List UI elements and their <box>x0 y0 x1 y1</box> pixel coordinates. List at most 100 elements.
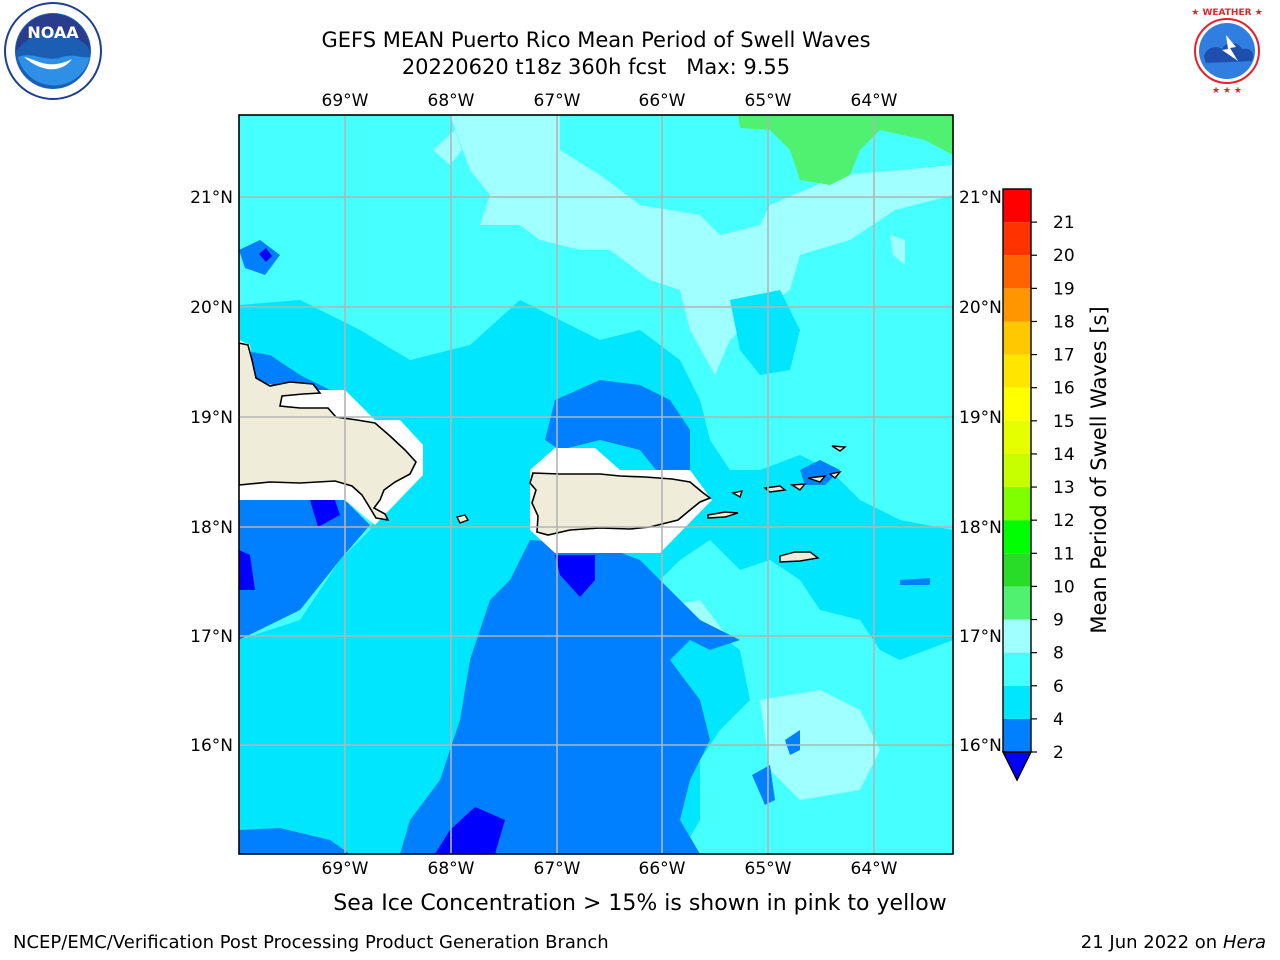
map-subtitle: 20220620 t18z 360h fcst Max: 9.55 <box>401 55 791 79</box>
colorbar-frame <box>1002 188 1032 753</box>
lon-labels-bottom: 69°W 68°W 67°W 66°W 65°W 64°W <box>322 859 898 879</box>
colorbar-segment <box>1003 652 1031 686</box>
land-hispaniola <box>239 342 417 522</box>
lon-label: 69°W <box>322 859 369 879</box>
land-puerto-rico <box>529 472 712 536</box>
colorbar-tick-label: 10 <box>1053 577 1075 597</box>
gridlines <box>239 115 953 854</box>
colorbar-tick-label: 8 <box>1053 644 1064 664</box>
map-title: GEFS MEAN Puerto Rico Mean Period of Swe… <box>321 28 871 52</box>
field-4-6-bottom-left <box>239 828 350 854</box>
land-tortola <box>807 475 827 483</box>
colorbar-segment <box>1003 420 1031 454</box>
lon-label: 64°W <box>851 859 898 879</box>
field-4-6-west2 <box>239 240 280 275</box>
colorbar-tick-label: 2 <box>1053 743 1064 763</box>
colorbar-tick-label: 18 <box>1053 312 1075 332</box>
footer-date: 21 Jun 2022 on Hera <box>1081 932 1266 954</box>
colorbar-segment <box>1003 387 1031 421</box>
colorbar-segment <box>1003 619 1031 653</box>
field-4-6-se-small2 <box>752 765 775 805</box>
lat-label: 19°N <box>190 408 233 428</box>
field-4-6-south <box>400 540 740 854</box>
land-culebra <box>731 490 744 499</box>
colorbar-segment <box>1003 453 1031 488</box>
nws-logo-icon: ★ WEATHER ★ ★ ★ ★ <box>1180 3 1274 97</box>
lon-label: 67°W <box>534 91 581 111</box>
noaa-logo-icon: NOAA <box>4 2 102 100</box>
lon-label: 65°W <box>745 91 792 111</box>
svg-text:★ ★ ★: ★ ★ ★ <box>1212 86 1242 96</box>
field-2-4-sw <box>310 500 340 527</box>
colorbar-under-triangle <box>1001 751 1033 782</box>
colorbar-segment <box>1003 354 1031 388</box>
lon-label: 67°W <box>534 859 581 879</box>
colorbar-tick-label: 4 <box>1053 710 1064 730</box>
colorbar-tick-label: 13 <box>1053 478 1075 498</box>
colorbar-segment <box>1003 288 1031 322</box>
field-4-6-se-small <box>785 730 800 755</box>
lat-label: 21°N <box>190 188 233 208</box>
colorbar-segment <box>1003 586 1031 620</box>
noaa-logo-text: NOAA <box>27 23 79 42</box>
colorbar-segment <box>1003 718 1031 752</box>
lon-label: 68°W <box>428 859 475 879</box>
field-8-9-nw <box>433 130 462 165</box>
footer-credit: NCEP/EMC/Verification Post Processing Pr… <box>13 932 609 953</box>
colorbar-segment <box>1003 321 1031 355</box>
colorbar-tick-label: 16 <box>1053 379 1075 399</box>
lat-label: 17°N <box>190 627 233 647</box>
lon-label: 65°W <box>745 859 792 879</box>
colorbar-tick-label: 19 <box>1053 279 1075 299</box>
colorbar-segments <box>1003 189 1031 752</box>
land-virgin-gorda <box>828 470 842 479</box>
colorbar-segment <box>1003 685 1031 719</box>
field-2-4-west <box>239 550 255 590</box>
lon-label: 66°W <box>639 859 686 879</box>
colorbar-segment <box>1003 255 1031 289</box>
colorbar-tick-label: 12 <box>1053 511 1075 531</box>
colorbar-tick-label: 11 <box>1053 544 1075 564</box>
lat-label: 16°N <box>190 736 233 756</box>
lon-label: 68°W <box>428 91 475 111</box>
land-st-croix <box>779 551 820 563</box>
field-2-4-bottom <box>435 807 505 854</box>
lon-label: 64°W <box>851 91 898 111</box>
colorbar-tick-label: 15 <box>1053 412 1075 432</box>
lat-label: 21°N <box>959 188 1002 208</box>
swell-period-field <box>239 115 953 854</box>
lon-label: 69°W <box>322 91 369 111</box>
sea-ice-caption: Sea Ice Concentration > 15% is shown in … <box>333 891 947 916</box>
colorbar-tick-label: 21 <box>1053 213 1075 233</box>
colorbar-tick-label: 6 <box>1053 677 1064 697</box>
lat-label: 16°N <box>959 736 1002 756</box>
colorbar-tick-label: 17 <box>1053 346 1075 366</box>
colorbar-label: Mean Period of Swell Waves [s] <box>1087 306 1111 633</box>
lon-labels-top: 69°W 68°W 67°W 66°W 65°W 64°W <box>322 91 898 111</box>
colorbar-ticks: 2 4 6 8 9 10 11 12 13 14 15 16 17 18 19 20 21 <box>1031 213 1075 763</box>
colorbar-tick-label: 20 <box>1053 246 1075 266</box>
colorbar: 2 4 6 8 9 10 11 12 13 14 15 16 17 18 19 20 21 Mean Perio… <box>1001 188 1111 782</box>
colorbar-segment <box>1003 487 1031 521</box>
lat-labels-left: 21°N 20°N 19°N 18°N 17°N 16°N <box>190 188 233 756</box>
lat-label: 20°N <box>190 298 233 318</box>
lat-label: 18°N <box>959 518 1002 538</box>
lat-label: 20°N <box>959 298 1002 318</box>
colorbar-segment <box>1003 222 1031 256</box>
svg-text:★ WEATHER ★: ★ WEATHER ★ <box>1191 8 1263 18</box>
field-2-4-nw <box>259 248 272 262</box>
footer-host: Hera <box>1222 932 1266 953</box>
field-6-7-east <box>730 290 800 375</box>
land-anegada <box>831 445 847 452</box>
field-4-6-southwest <box>239 495 370 640</box>
field-4-6-east-small <box>900 578 930 585</box>
lat-label: 17°N <box>959 627 1002 647</box>
lon-label: 66°W <box>639 91 686 111</box>
field-8-9-east <box>890 235 905 265</box>
colorbar-segment <box>1003 553 1031 587</box>
field-9-10-ne <box>738 115 953 185</box>
lat-label: 19°N <box>959 408 1002 428</box>
map-frame <box>238 114 954 855</box>
colorbar-tick-label: 14 <box>1053 445 1075 465</box>
